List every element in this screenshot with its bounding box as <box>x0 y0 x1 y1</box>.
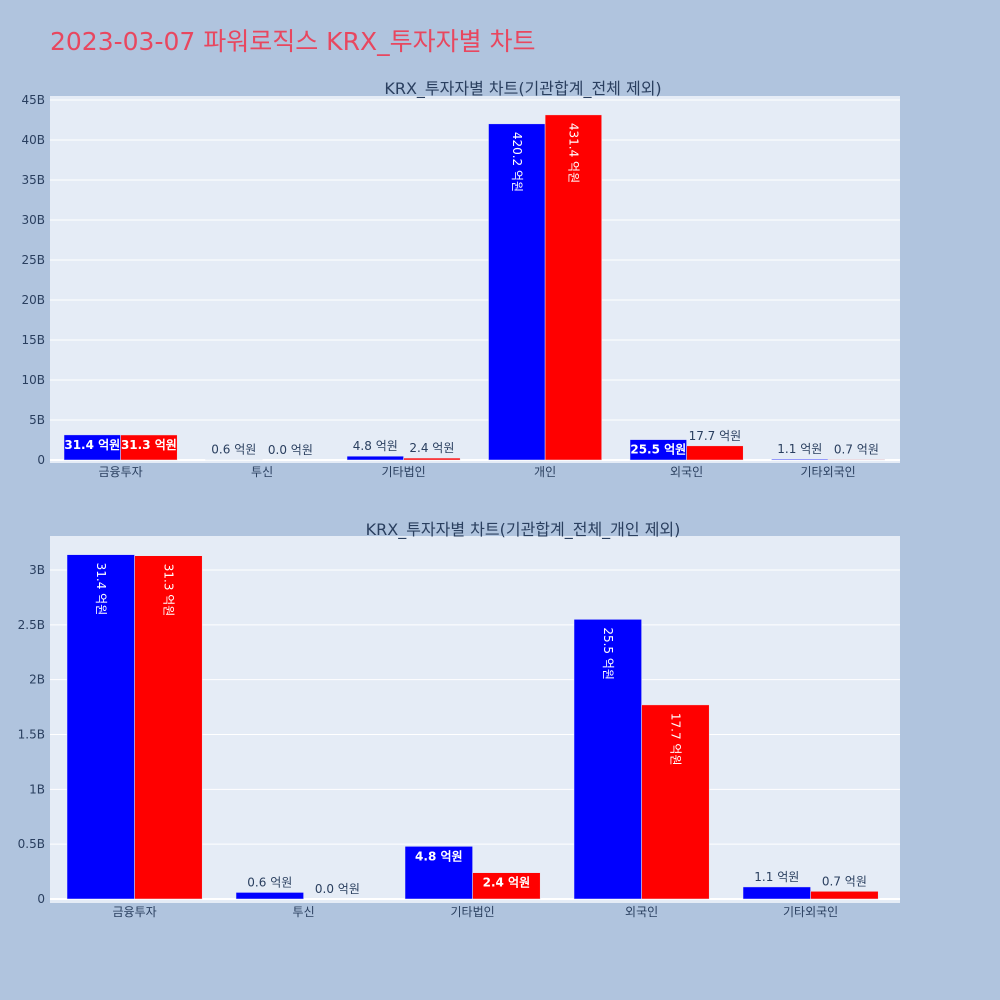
chart-2-title: KRX_투자자별 차트(기관합계_전체_개인 제외) <box>366 520 681 540</box>
chart-2-data-label: 17.7 억원 <box>668 713 682 766</box>
chart-1-data-label: 0.6 억원 <box>211 443 256 457</box>
chart-1-bar-red <box>403 457 461 461</box>
chart-2-bar-red <box>134 555 203 900</box>
chart-2-bar-red <box>810 891 879 900</box>
chart-1-bar-red <box>827 459 885 461</box>
chart-2-bar-blue <box>573 619 642 900</box>
chart-2-x-tick-label: 금융투자 <box>113 905 157 919</box>
chart-1-y-tick-label: 20B <box>21 293 45 307</box>
chart-2-bar-blue <box>742 886 811 900</box>
page-title: 2023-03-07 파워로직스 KRX_투자자별 차트 <box>50 27 536 56</box>
chart-1-bar-blue <box>346 455 404 461</box>
chart-1-x-tick-label: 기타법인 <box>382 465 426 479</box>
chart-1-y-tick-label: 5B <box>29 413 45 427</box>
chart-1-y-tick-label: 15B <box>21 333 45 347</box>
chart-2-x-tick-label: 투신 <box>293 905 315 919</box>
chart-1-bar-red <box>544 114 602 461</box>
chart-1-x-tick-label: 투신 <box>251 465 273 479</box>
chart-2-bar-red <box>472 872 541 900</box>
chart-1-data-label: 0.0 억원 <box>268 443 313 457</box>
chart-1-y-tick-label: 40B <box>21 133 45 147</box>
chart-2-data-label: 31.4 억원 <box>94 563 108 616</box>
chart-2-y-tick-label: 3B <box>29 563 45 577</box>
chart-2-bar-blue <box>404 846 473 900</box>
chart-1-data-label: 0.7 억원 <box>834 442 879 456</box>
chart-2-data-label: 1.1 억원 <box>754 870 799 884</box>
chart-2-x-tick-label: 외국인 <box>625 905 658 919</box>
chart-2-y-tick-label: 1B <box>29 782 45 796</box>
chart-1-bar-blue <box>771 458 829 461</box>
chart-2-data-label: 31.3 억원 <box>161 564 175 617</box>
chart-1-bar-red <box>120 434 178 461</box>
chart-2-bar-red <box>641 704 710 900</box>
chart-1-data-label: 420.2 억원 <box>510 132 524 192</box>
chart-2-data-label: 0.6 억원 <box>247 875 292 889</box>
chart-2-data-label: 0.0 억원 <box>315 882 360 896</box>
chart-1-data-label: 1.1 억원 <box>777 442 822 456</box>
chart-1-x-tick-label: 개인 <box>534 465 556 479</box>
chart-2-x-tick-label: 기타외국인 <box>783 905 838 919</box>
chart-1-data-label: 31.4 억원 <box>64 438 120 452</box>
chart-2-data-label: 0.7 억원 <box>822 874 867 888</box>
chart-2-x-tick-label: 기타법인 <box>451 905 495 919</box>
chart-2-y-tick-label: 1.5B <box>18 727 45 741</box>
chart-2-y-tick-label: 0.5B <box>18 837 45 851</box>
chart-2-y-tick-label: 2B <box>29 673 45 687</box>
chart-2-bar-blue <box>235 892 304 900</box>
chart-1-bar-red <box>686 445 744 461</box>
chart-1-data-label: 431.4 억원 <box>566 123 580 183</box>
chart-1-data-label: 31.3 억원 <box>121 438 177 452</box>
chart-1-bar-blue <box>488 123 546 461</box>
chart-2-y-tick-label: 2.5B <box>18 618 45 632</box>
chart-1-x-tick-label: 금융투자 <box>99 465 143 479</box>
chart-1-y-tick-label: 25B <box>21 253 45 267</box>
chart-2-data-label: 4.8 억원 <box>415 849 463 863</box>
chart-2-y-tick-label: 0 <box>37 892 45 906</box>
chart-1-y-tick-label: 35B <box>21 173 45 187</box>
chart-1-x-tick-label: 외국인 <box>670 465 703 479</box>
chart-1-data-label: 2.4 억원 <box>409 441 454 455</box>
chart-1-x-tick-label: 기타외국인 <box>800 465 855 479</box>
chart-1-data-label: 17.7 억원 <box>689 429 742 443</box>
chart-2-data-label: 25.5 억원 <box>601 627 615 680</box>
chart-1-data-label: 25.5 억원 <box>630 443 686 457</box>
chart-1-data-label: 4.8 억원 <box>353 439 398 453</box>
chart-1-y-tick-label: 10B <box>21 373 45 387</box>
chart-1-plot-area <box>50 96 900 463</box>
chart-1-title: KRX_투자자별 차트(기관합계_전체 제외) <box>384 79 661 99</box>
chart-1-y-tick-label: 30B <box>21 213 45 227</box>
chart-1-bar-blue <box>63 434 121 461</box>
chart-1-y-tick-label: 0 <box>37 453 45 467</box>
chart-2-data-label: 2.4 억원 <box>483 876 531 890</box>
chart-1-y-tick-label: 45B <box>21 93 45 107</box>
